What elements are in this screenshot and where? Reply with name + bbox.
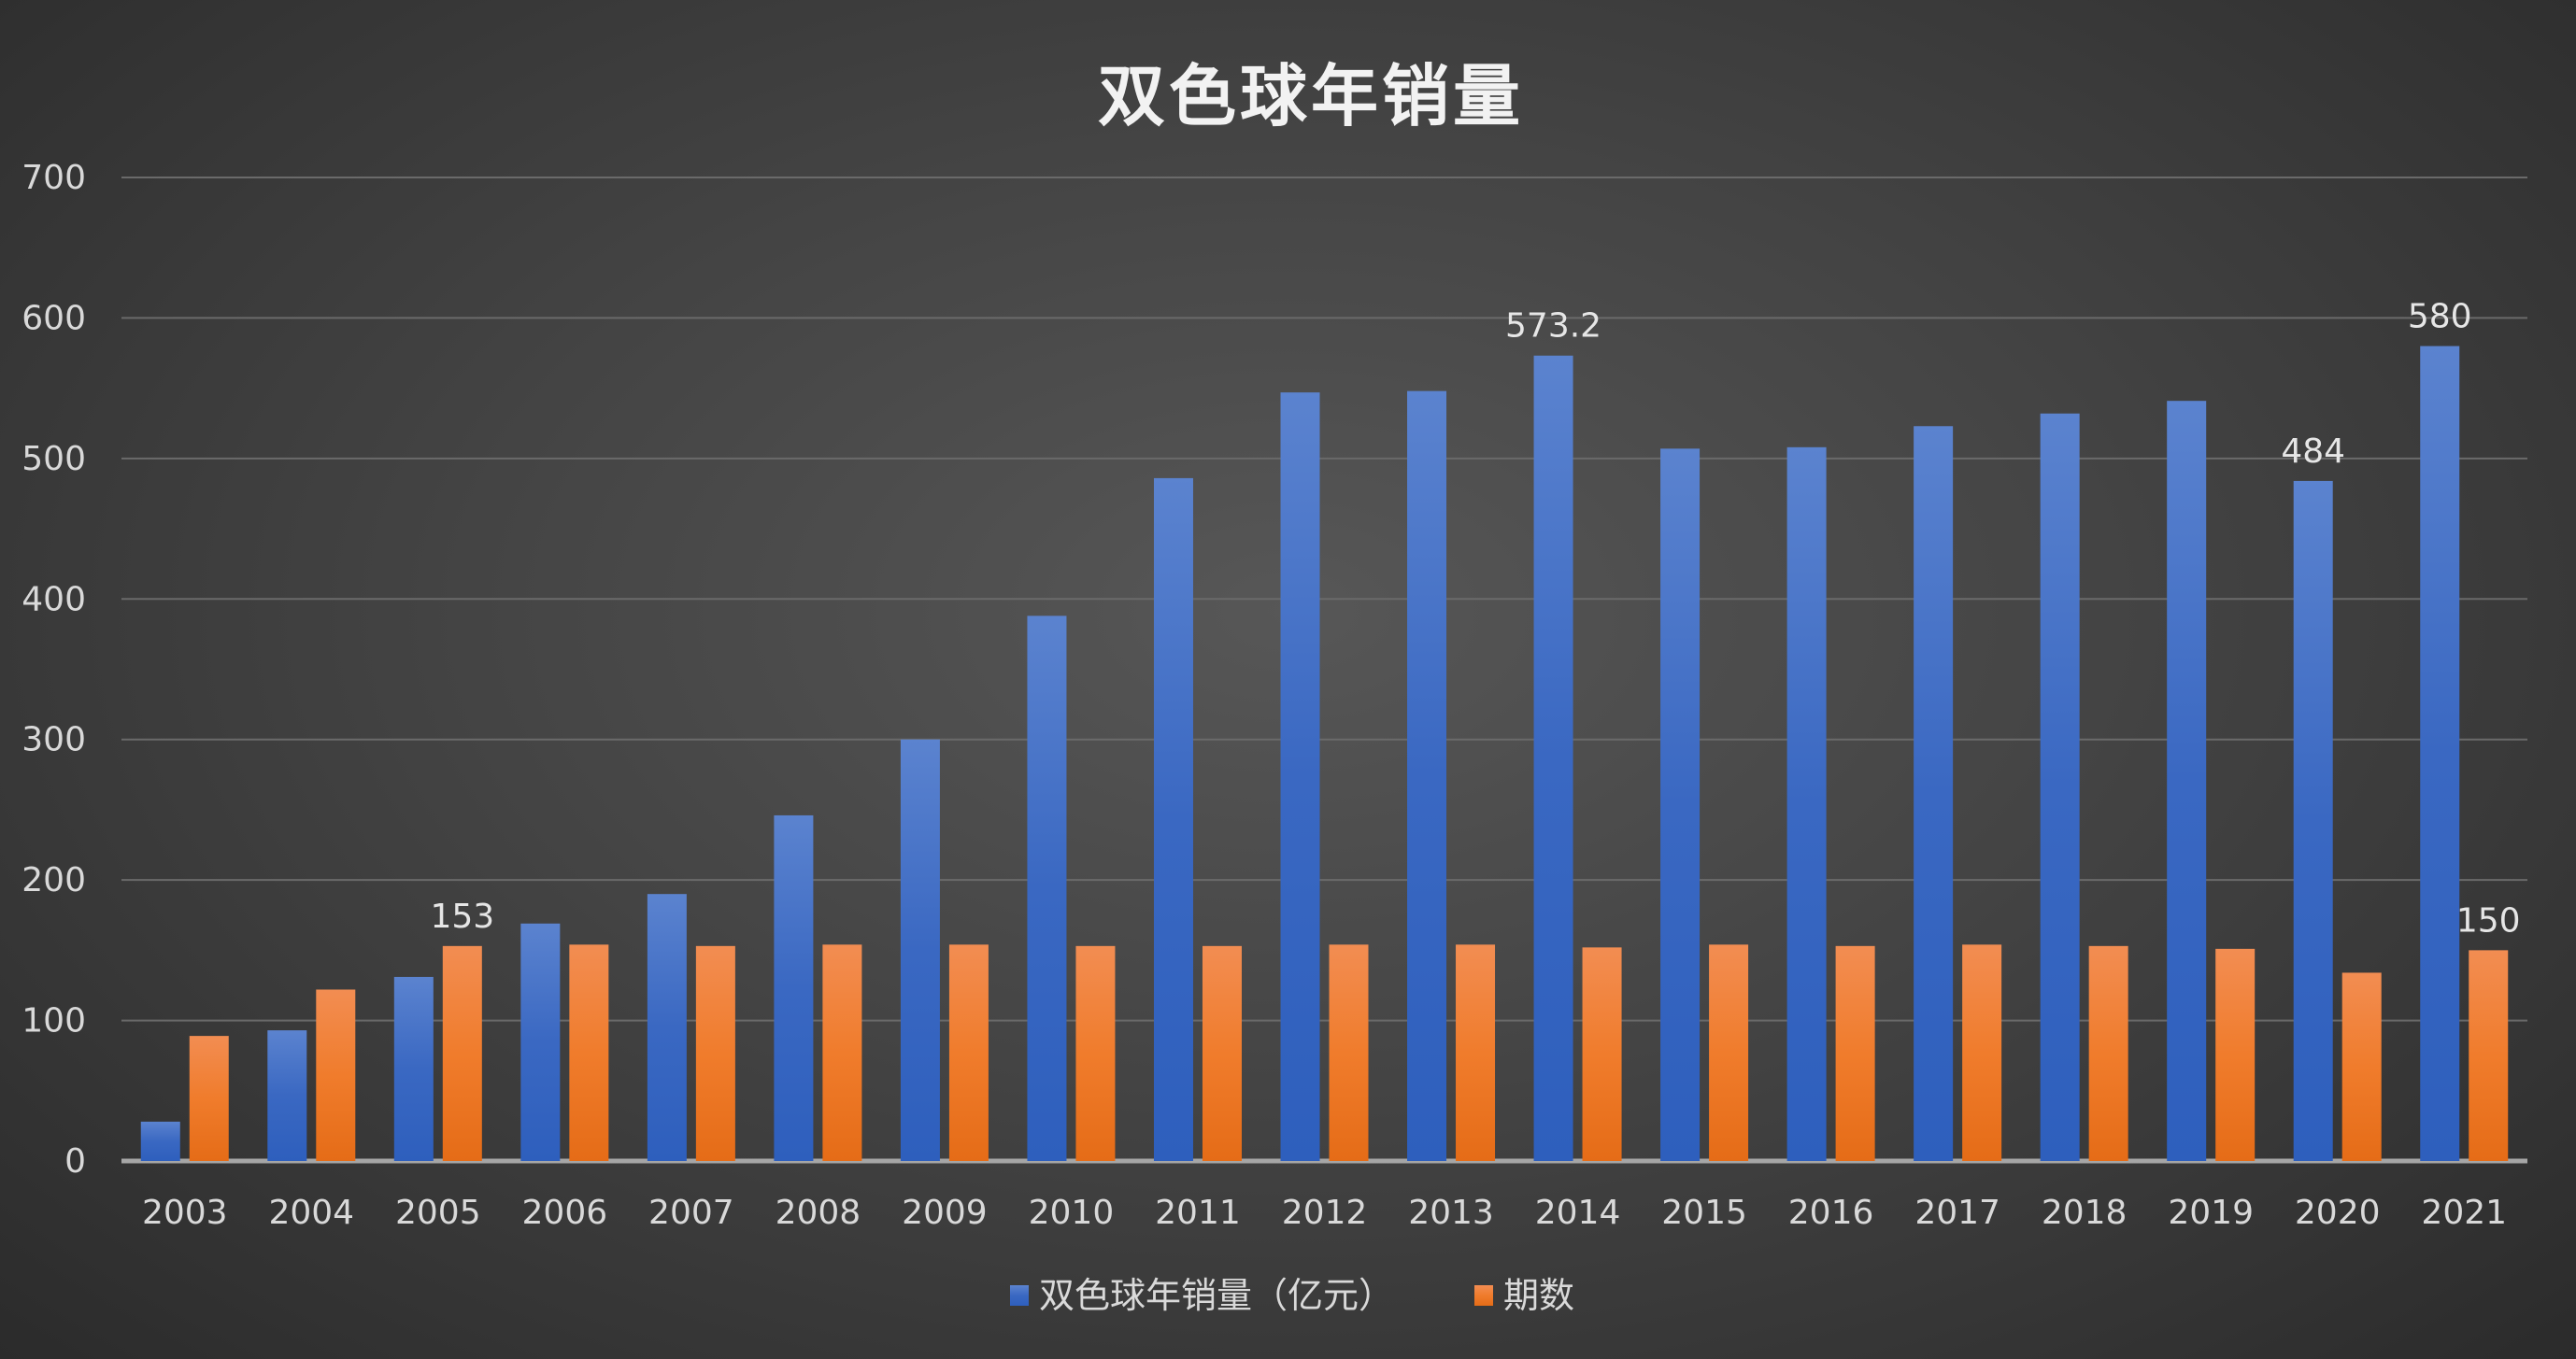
- legend-swatch-periods: [1474, 1285, 1493, 1306]
- chart-title: 双色球年销量: [1098, 57, 1524, 135]
- bar-periods: [1456, 944, 1496, 1161]
- x-tick-label: 2020: [2295, 1194, 2381, 1232]
- bar-periods: [1709, 944, 1749, 1161]
- bar-sales: [1914, 426, 1954, 1162]
- x-tick-label: 2007: [648, 1194, 734, 1232]
- bar-periods: [695, 945, 735, 1161]
- bar-periods: [822, 944, 862, 1161]
- bar-sales: [2040, 413, 2080, 1162]
- bar-sales: [1407, 390, 1447, 1161]
- x-tick-label: 2003: [142, 1194, 228, 1232]
- y-tick-label: 100: [21, 1002, 86, 1040]
- y-tick-label: 500: [21, 440, 86, 478]
- x-tick-label: 2013: [1408, 1194, 1494, 1232]
- x-tick-label: 2014: [1535, 1194, 1621, 1232]
- x-tick-label: 2009: [902, 1194, 988, 1232]
- bar-sales: [1786, 446, 1827, 1161]
- bar-periods: [1962, 944, 2002, 1161]
- y-tick-label: 400: [21, 580, 86, 618]
- bar-sales: [2420, 346, 2460, 1161]
- bar-sales: [2167, 401, 2207, 1162]
- data-label: 573.2: [1505, 307, 1601, 346]
- x-tick-label: 2008: [776, 1194, 861, 1232]
- bar-periods: [948, 944, 989, 1161]
- bar-sales: [1660, 448, 1701, 1161]
- y-tick-label: 700: [21, 159, 86, 197]
- y-tick-label: 200: [21, 861, 86, 899]
- bar-sales: [1280, 392, 1320, 1161]
- bar-periods: [569, 944, 609, 1161]
- x-tick-label: 2011: [1155, 1194, 1241, 1232]
- x-tick-label: 2005: [395, 1194, 481, 1232]
- bar-sales: [140, 1121, 180, 1161]
- x-tick-label: 2017: [1914, 1194, 2000, 1232]
- x-tick-label: 2018: [2042, 1194, 2128, 1232]
- y-tick-label: 600: [21, 299, 86, 337]
- bar-sales: [393, 976, 434, 1161]
- x-tick-label: 2012: [1282, 1194, 1368, 1232]
- x-tick-label: 2019: [2168, 1194, 2254, 1232]
- bar-periods: [1835, 945, 1875, 1161]
- bar-periods: [1329, 944, 1369, 1161]
- y-tick-label: 300: [21, 721, 86, 759]
- bar-sales: [520, 923, 561, 1161]
- x-tick-label: 2004: [268, 1194, 354, 1232]
- y-tick-label: 0: [64, 1142, 86, 1181]
- bar-sales: [1027, 616, 1067, 1161]
- bar-periods: [189, 1036, 229, 1161]
- x-tick-label: 2015: [1661, 1194, 1747, 1232]
- bar-periods: [2215, 948, 2256, 1161]
- data-label: 580: [2408, 298, 2472, 336]
- x-tick-label: 2021: [2421, 1194, 2507, 1232]
- bar-sales: [900, 739, 940, 1161]
- legend-swatch-sales: [1010, 1285, 1029, 1306]
- legend-label-periods: 期数: [1503, 1275, 1574, 1316]
- legend: 双色球年销量（亿元） 期数: [1010, 1275, 1574, 1316]
- data-label: 150: [2456, 901, 2521, 940]
- x-tick-label: 2006: [522, 1194, 608, 1232]
- bar-periods: [2341, 972, 2382, 1161]
- x-tick-label: 2016: [1788, 1194, 1874, 1232]
- bar-periods: [1075, 945, 1116, 1161]
- bar-sales: [2293, 480, 2333, 1161]
- data-label: 484: [2281, 432, 2345, 471]
- bar-periods: [2469, 950, 2509, 1161]
- bar-periods: [1202, 945, 1242, 1161]
- bar-periods: [1582, 947, 1622, 1161]
- data-label: 153: [430, 898, 494, 936]
- bar-sales: [1153, 477, 1193, 1162]
- legend-label-sales: 双色球年销量（亿元）: [1039, 1275, 1394, 1316]
- bar-periods: [2088, 945, 2128, 1161]
- bar-periods: [442, 945, 482, 1161]
- bar-sales: [774, 814, 814, 1161]
- x-tick-label: 2010: [1029, 1194, 1115, 1232]
- bar-periods: [316, 989, 356, 1161]
- bar-sales: [1533, 355, 1573, 1162]
- bar-sales: [267, 1030, 307, 1161]
- bar-sales: [647, 894, 687, 1161]
